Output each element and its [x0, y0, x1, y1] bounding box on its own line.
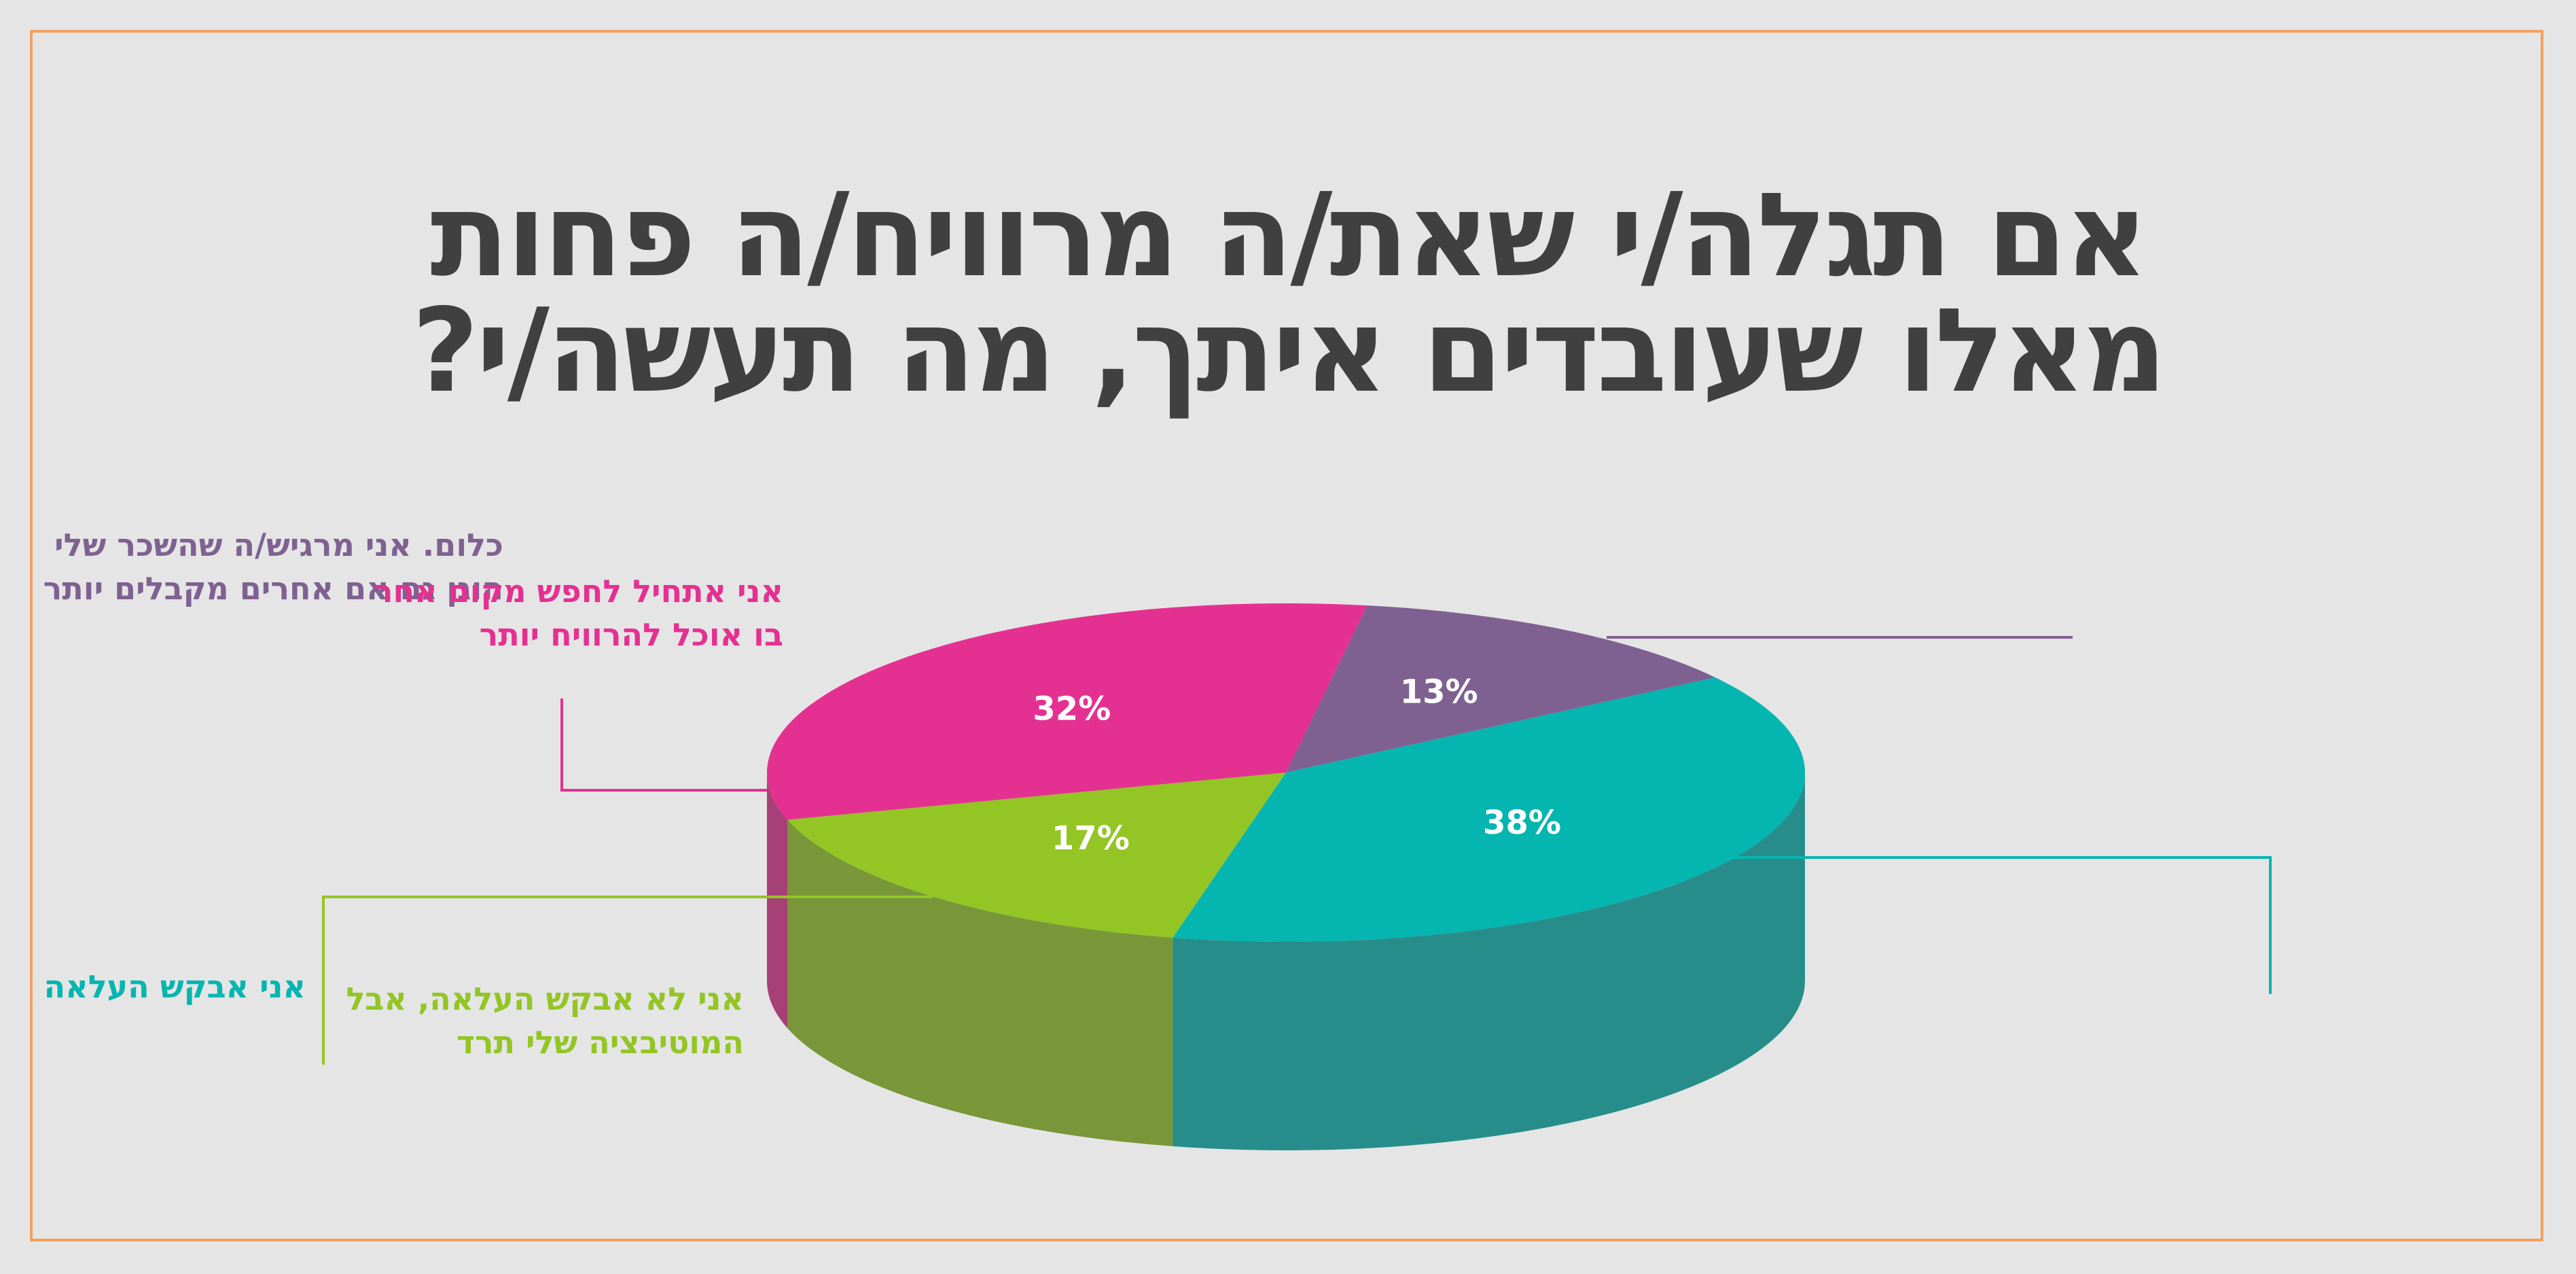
chart-title: אם תגלה/י שאת/ה מרוויח/ה פחות: [430, 169, 2148, 303]
value-label: 13%: [1400, 673, 1478, 711]
category-label: אני אתחיל לחפש מקום אחר בו אוכל להרוויח …: [374, 573, 783, 653]
pie-slice: [787, 773, 1286, 938]
pie-side: [767, 773, 788, 1029]
pie-side: [787, 819, 1173, 1147]
leader-line: [322, 896, 933, 1065]
pie-side: [1173, 773, 1805, 1150]
leader-line: [1733, 856, 2272, 994]
value-label: 17%: [1052, 819, 1130, 857]
category-label: אני אבקש העלאה: [43, 968, 306, 1005]
pie-slice: [766, 603, 1367, 820]
category-label: אני לא אבקש העלאה, אבל המוטיבציה שלי תרד: [346, 980, 744, 1061]
pie-slice: [1173, 677, 1806, 942]
frame: [30, 30, 2543, 1241]
value-label: 32%: [1033, 690, 1111, 728]
chart-title: מאלו שעובדים איתך, מה תעשה/י?: [412, 284, 2167, 419]
leader-line: [560, 698, 767, 792]
pie-slice: [1286, 605, 1715, 773]
value-label: 38%: [1483, 804, 1561, 842]
category-label: כלום. אני מרגיש/ה שהשכר שלי הוגן גם אם א…: [43, 527, 503, 607]
